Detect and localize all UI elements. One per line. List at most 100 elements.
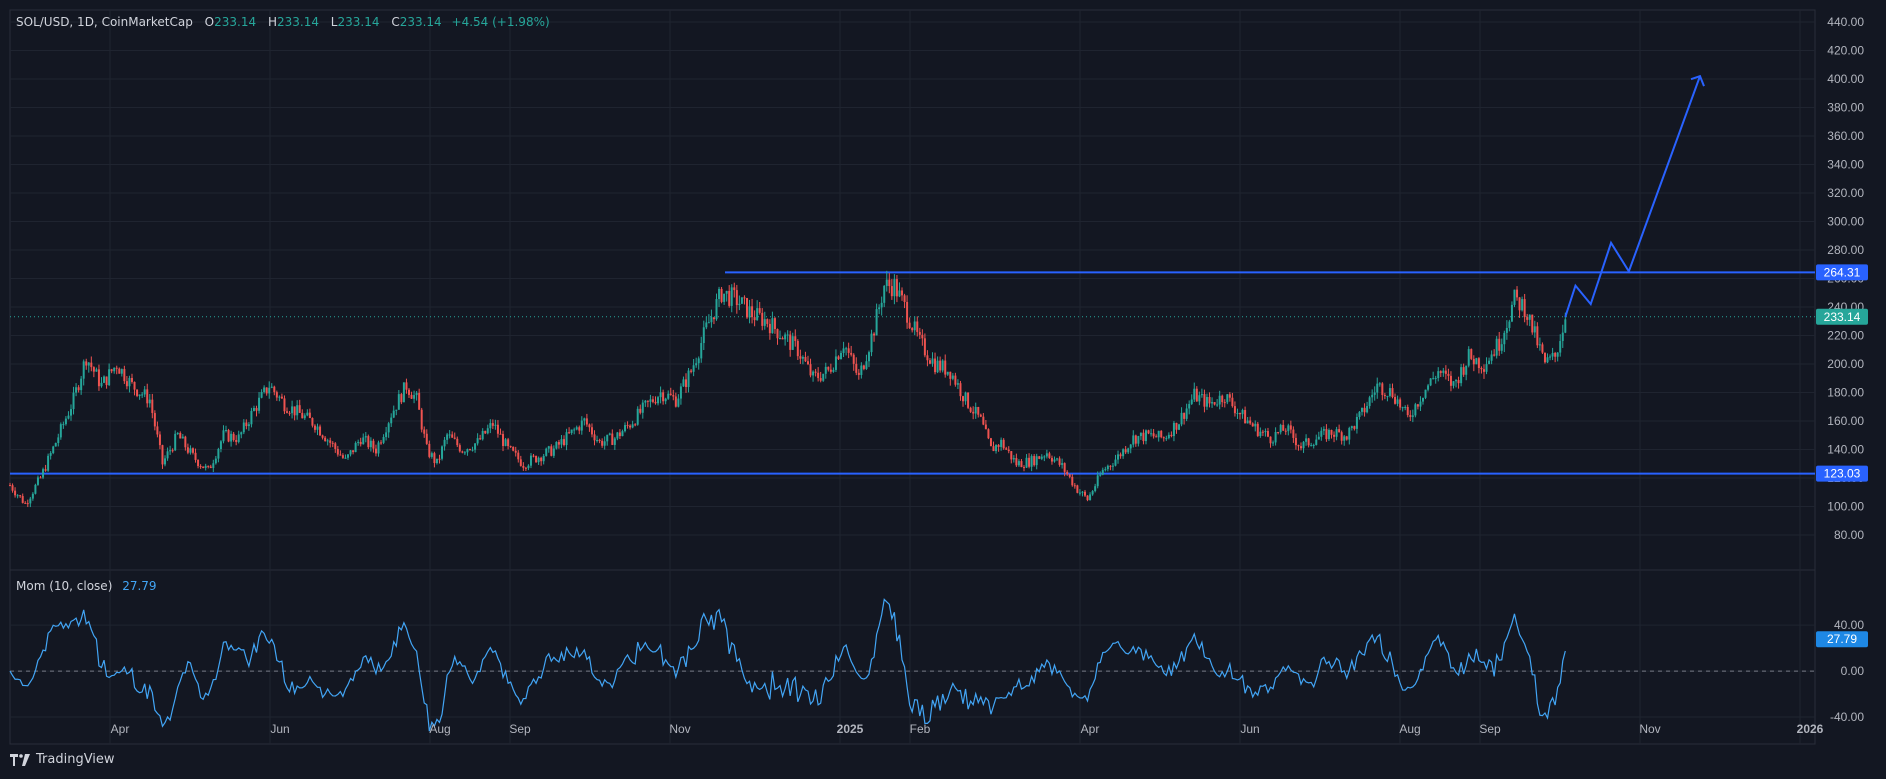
candle-body bbox=[629, 425, 632, 428]
candle-body bbox=[644, 400, 647, 403]
candle-body bbox=[878, 307, 881, 310]
candle-body bbox=[923, 338, 926, 356]
candle-body bbox=[631, 424, 634, 428]
candle-body bbox=[1378, 383, 1381, 385]
symbol-label[interactable]: SOL/USD, 1D, CoinMarketCap bbox=[16, 15, 193, 29]
candle-body bbox=[405, 382, 408, 390]
candle-body bbox=[761, 312, 764, 326]
candle-body bbox=[130, 377, 133, 382]
candle-body bbox=[893, 279, 896, 297]
candle-body bbox=[1482, 369, 1485, 372]
momentum-layer bbox=[9, 598, 1566, 732]
candle-body bbox=[407, 389, 410, 395]
candle-body bbox=[1371, 394, 1374, 398]
candle-body bbox=[306, 412, 309, 416]
candle-body bbox=[560, 439, 563, 445]
candle-body bbox=[1485, 364, 1488, 372]
candle-body bbox=[255, 408, 258, 411]
candle-body bbox=[1472, 358, 1475, 365]
time-tick-label: 2025 bbox=[837, 722, 864, 736]
candle-body bbox=[1216, 404, 1219, 406]
candle-body bbox=[1053, 459, 1056, 462]
candle-body bbox=[123, 369, 126, 382]
candle-body bbox=[728, 290, 731, 306]
candle-body bbox=[1050, 457, 1053, 462]
candle-body bbox=[674, 396, 677, 407]
candle-body bbox=[194, 452, 197, 460]
candle-body bbox=[273, 386, 276, 393]
candle-body bbox=[336, 448, 339, 455]
candle-body bbox=[1467, 349, 1470, 366]
candle-body bbox=[16, 495, 19, 497]
candle-body bbox=[1470, 349, 1473, 359]
candle-body bbox=[21, 496, 24, 503]
candle-body bbox=[1447, 373, 1450, 376]
candle-body bbox=[275, 392, 278, 398]
candle-body bbox=[1091, 491, 1094, 495]
price-tick-label: 440.00 bbox=[1827, 15, 1864, 29]
candle-body bbox=[733, 287, 736, 291]
candle-body bbox=[1488, 360, 1491, 365]
candle-body bbox=[1048, 453, 1051, 458]
close-label: C bbox=[391, 15, 400, 29]
candle-body bbox=[766, 319, 769, 324]
candle-body bbox=[944, 360, 947, 375]
candle-body bbox=[133, 381, 136, 390]
candle-body bbox=[1109, 465, 1112, 467]
candle-body bbox=[984, 424, 987, 430]
momentum-legend[interactable]: Mom (10, close) 27.79 bbox=[16, 579, 157, 593]
candle-body bbox=[1457, 380, 1460, 384]
candle-body bbox=[301, 412, 304, 419]
level-price-label: 264.31 bbox=[1824, 265, 1861, 279]
candle-body bbox=[11, 485, 14, 491]
candle-body bbox=[545, 448, 548, 456]
candle-body bbox=[784, 334, 787, 340]
candle-body bbox=[1289, 425, 1292, 430]
candle-body bbox=[1409, 415, 1412, 417]
candle-body bbox=[1134, 435, 1137, 444]
candle-body bbox=[1195, 388, 1198, 402]
candle-body bbox=[329, 440, 332, 443]
price-tick-label: 380.00 bbox=[1827, 101, 1864, 115]
candle-body bbox=[979, 414, 982, 417]
candle-body bbox=[809, 364, 812, 376]
candle-body bbox=[875, 309, 878, 336]
candle-body bbox=[359, 441, 362, 445]
candle-body bbox=[209, 466, 212, 468]
candle-body bbox=[1345, 436, 1348, 440]
candle-body bbox=[1012, 458, 1015, 460]
candle-body bbox=[570, 429, 573, 433]
candle-body bbox=[822, 373, 825, 381]
candle-body bbox=[471, 449, 474, 451]
candle-body bbox=[1269, 436, 1272, 444]
time-tick-label: Jun bbox=[1240, 722, 1259, 736]
candle-body bbox=[1180, 412, 1183, 425]
candle-body bbox=[1007, 449, 1010, 452]
momentum-current-label: 27.79 bbox=[1827, 632, 1857, 646]
candle-body bbox=[1307, 438, 1310, 446]
price-tick-label: 340.00 bbox=[1827, 158, 1864, 172]
candle-body bbox=[268, 387, 271, 394]
candle-body bbox=[458, 445, 461, 452]
brand-footer[interactable]: TradingView bbox=[10, 752, 115, 767]
candle-body bbox=[743, 297, 746, 299]
candle-body bbox=[677, 398, 680, 407]
candle-body bbox=[245, 422, 248, 427]
candle-body bbox=[1442, 370, 1445, 373]
candle-body bbox=[781, 337, 784, 340]
time-tick-label: Apr bbox=[111, 722, 130, 736]
candle-body bbox=[537, 457, 540, 463]
candle-body bbox=[1376, 383, 1379, 393]
candle-body bbox=[34, 484, 37, 494]
candle-body bbox=[115, 367, 118, 369]
candle-body bbox=[616, 432, 619, 439]
candle-body bbox=[1498, 338, 1501, 351]
candle-body bbox=[118, 368, 121, 374]
candle-body bbox=[575, 427, 578, 430]
time-tick-label: Jun bbox=[270, 722, 289, 736]
candle-body bbox=[1452, 381, 1455, 386]
candle-body bbox=[946, 371, 949, 375]
candle-body bbox=[103, 376, 106, 383]
